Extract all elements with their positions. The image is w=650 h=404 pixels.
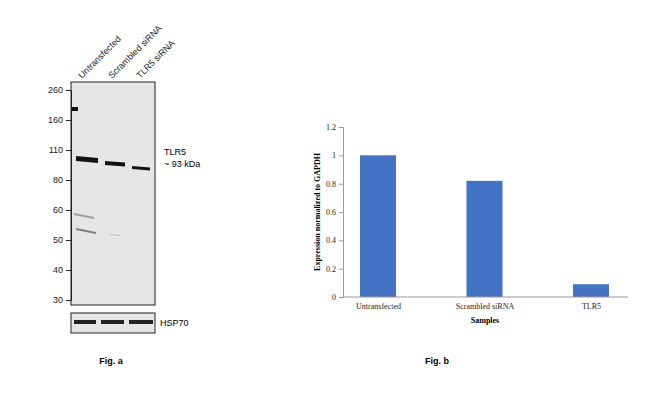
y-tick-mark: [339, 297, 343, 298]
bars: [360, 155, 609, 297]
marker-tick: 110: [49, 145, 71, 155]
marker-label: 160: [48, 115, 63, 125]
figure: 260 160 110 80 60 50 40 30 Untransfected Scramble…: [0, 0, 650, 404]
x-tick: Scrambled siRNA: [456, 297, 515, 311]
control-band: [101, 320, 124, 324]
marker-label: 50: [53, 235, 63, 245]
x-tick: TLR5: [582, 297, 601, 311]
marker-tick: 60: [53, 205, 71, 215]
target-size: ~ 93 kDa: [164, 159, 200, 169]
marker-tick-mark: [66, 180, 71, 181]
marker-tick-mark: [66, 150, 71, 151]
marker-tick: 40: [53, 265, 71, 275]
y-tick: 0.6: [326, 208, 343, 217]
y-tick: 0.4: [326, 236, 343, 245]
y-tick-mark: [339, 127, 343, 128]
marker-label: 60: [53, 205, 63, 215]
x-tick: Untransfected: [356, 297, 401, 311]
panel-caption: Fig. a: [99, 356, 123, 366]
marker-axis: 260 160 110 80 60 50 40 30: [48, 85, 72, 305]
marker-tick: 160: [48, 115, 71, 125]
band: [76, 228, 96, 234]
control-label: HSP70: [160, 318, 189, 328]
blot-panel: 2601601108060504030UntransfectedScramble…: [48, 23, 200, 366]
marker-tick: 260: [48, 85, 71, 95]
marker-tick-mark: [66, 300, 71, 301]
control-strip: [71, 313, 155, 333]
y-tick-label: 0.4: [326, 236, 336, 245]
bar: [573, 284, 609, 297]
y-tick-label: 0.8: [326, 180, 336, 189]
marker-axis-line: [66, 91, 72, 301]
y-tick-label: 0.6: [326, 208, 336, 217]
y-axis: 0 0.2 0.4 0.6 0.8 1 1.2: [326, 123, 344, 302]
band: [74, 213, 94, 219]
y-tick-mark: [339, 269, 343, 270]
target-label: TLR5: [164, 147, 186, 157]
x-tick-label: Untransfected: [356, 302, 401, 311]
marker-label: 30: [53, 295, 63, 305]
marker-label: 110: [49, 145, 63, 155]
y-tick: 0.8: [326, 180, 343, 189]
panel-caption: Fig. b: [425, 356, 449, 366]
y-tick: 1.2: [326, 123, 343, 132]
bands: [71, 107, 150, 236]
x-tick-label: Scrambled siRNA: [456, 302, 515, 311]
y-tick-label: 0.2: [326, 265, 336, 274]
bar: [360, 155, 396, 297]
x-axis-line: [343, 297, 628, 298]
band: [132, 166, 150, 171]
y-tick: 0: [332, 293, 343, 302]
marker-tick: 30: [53, 295, 71, 305]
y-tick: 0.2: [326, 265, 343, 274]
marker-tick-mark: [66, 210, 71, 211]
marker-label: 260: [48, 85, 63, 95]
marker-label: 80: [53, 175, 63, 185]
marker-tick: 80: [53, 175, 71, 185]
y-tick-mark: [339, 155, 343, 156]
x-axis-title: Samples: [471, 316, 499, 325]
y-tick-mark: [339, 212, 343, 213]
band: [105, 161, 125, 167]
band: [110, 234, 120, 236]
x-axis: Untransfected Scrambled siRNA TLR5: [343, 297, 628, 311]
y-axis-line: [339, 128, 344, 298]
y-tick-label: 0: [332, 293, 336, 302]
y-axis-title: Expression normalized to GAPDH: [313, 152, 322, 271]
marker-tick-mark: [66, 270, 71, 271]
chart-panel: 0 0.2 0.4 0.6 0.8 1 1.2 Untransfected Scrambled …: [313, 123, 628, 366]
y-tick-mark: [339, 240, 343, 241]
marker-label: 40: [53, 265, 63, 275]
marker-tick-mark: [66, 90, 71, 91]
y-tick-label: 1: [332, 151, 336, 160]
marker-tick: 50: [53, 235, 71, 245]
y-tick-mark: [339, 184, 343, 185]
control-band: [129, 320, 153, 324]
band: [76, 156, 98, 163]
marker-tick-mark: [66, 240, 71, 241]
lane-label: TLR5 siRNA: [134, 38, 176, 80]
marker-tick-mark: [66, 120, 71, 121]
y-tick: 1: [332, 151, 343, 160]
blot-membrane: [71, 82, 155, 305]
bar: [467, 181, 503, 297]
band: [71, 107, 78, 111]
y-tick-label: 1.2: [326, 123, 336, 132]
x-tick-label: TLR5: [582, 302, 601, 311]
control-band: [74, 320, 96, 324]
